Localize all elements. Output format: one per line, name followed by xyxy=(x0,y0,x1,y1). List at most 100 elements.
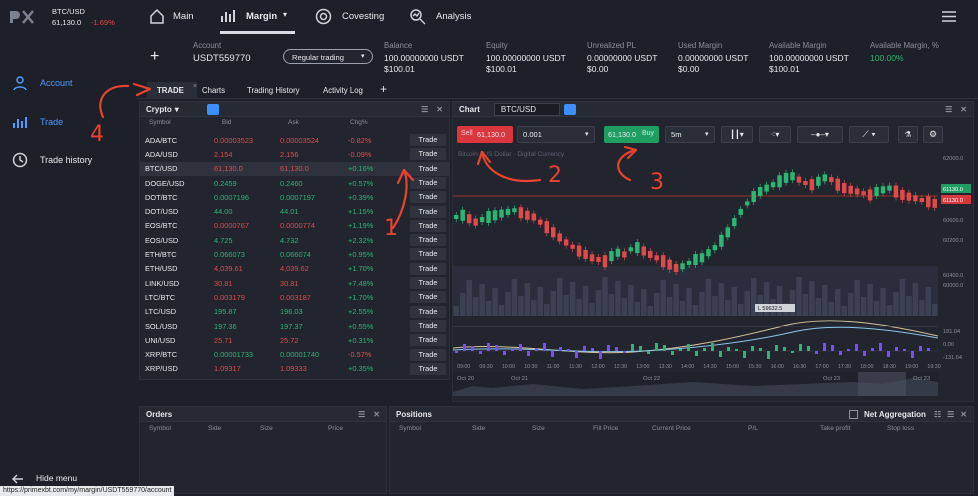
nav-analysis[interactable]: Analysis xyxy=(409,8,489,26)
nav-main[interactable]: Main xyxy=(149,8,219,26)
table-row[interactable]: ETH/USD 4,039.61 4,039.62 +1.70% Trade xyxy=(140,262,450,276)
close-icon[interactable]: ✕ xyxy=(960,409,967,419)
hamburger-menu-icon[interactable] xyxy=(942,11,956,22)
cell-ask: 44.01 xyxy=(280,207,299,217)
close-icon[interactable]: × xyxy=(193,83,198,90)
trade-button[interactable]: Trade xyxy=(410,248,446,261)
sidebar-item-account[interactable]: Account xyxy=(12,73,132,93)
trade-button[interactable]: Trade xyxy=(410,176,446,189)
trade-button[interactable]: Trade xyxy=(410,348,446,361)
trade-button[interactable]: Trade xyxy=(410,205,446,218)
logo[interactable] xyxy=(8,9,36,25)
table-row[interactable]: EOS/USD 4.725 4.732 +2.32% Trade xyxy=(140,233,450,247)
trade-button[interactable]: Trade xyxy=(410,305,446,318)
table-row[interactable]: LTC/BTC 0.003179 0.003187 +1.70% Trade xyxy=(140,290,450,304)
table-row[interactable]: XRP/BTC 0.00001733 0.00001740 -0.57% Trade xyxy=(140,348,450,362)
cell-symbol: SOL/USD xyxy=(145,321,178,331)
table-row[interactable]: DOGE/USD 0.2459 0.2460 +0.57% Trade xyxy=(140,176,450,190)
chevron-down-icon: ▾ xyxy=(361,53,365,60)
trade-button[interactable]: Trade xyxy=(410,134,446,146)
trade-button[interactable]: Trade xyxy=(410,234,446,247)
table-row[interactable]: LINK/USD 30.81 30.81 +7.48% Trade xyxy=(140,276,450,290)
table-row[interactable]: XRP/USD 1.09317 1.09333 +0.35% Trade xyxy=(140,362,450,376)
volume-bar xyxy=(906,296,912,316)
table-row[interactable]: UNI/USD 25.71 25.72 +0.31% Trade xyxy=(140,333,450,347)
net-aggregation-checkbox[interactable] xyxy=(849,409,859,419)
table-row[interactable]: ADA/BTC 0.00003523 0.00003524 -0.82% Trade xyxy=(140,133,450,147)
sell-button[interactable]: Sell 61,130.0 xyxy=(457,126,513,143)
tab-charts[interactable]: Charts xyxy=(202,86,225,95)
account-value[interactable]: USDT559770 xyxy=(193,53,251,64)
sidebar-item-trade[interactable]: Trade xyxy=(12,112,132,132)
tab-trade[interactable]: TRADE × xyxy=(147,82,197,99)
candle xyxy=(887,185,892,191)
volume-bar xyxy=(873,301,880,316)
crypto-title[interactable]: Crypto xyxy=(146,104,172,114)
account-label: Account xyxy=(193,41,222,50)
chevron-down-icon[interactable]: ▾ xyxy=(174,104,179,114)
volume-bar xyxy=(485,301,492,316)
link-icon[interactable] xyxy=(563,103,576,115)
trade-button[interactable]: Trade xyxy=(410,162,446,175)
sidebar-item-trade-history[interactable]: Trade history xyxy=(12,150,132,170)
trade-button[interactable]: Trade xyxy=(410,262,446,275)
tab-trading-history[interactable]: Trading History xyxy=(247,86,300,95)
trading-mode-select[interactable]: Regular trading ▾ xyxy=(283,49,373,64)
menu-icon[interactable]: ☰ xyxy=(358,409,366,419)
volume-bar xyxy=(556,278,563,316)
table-row[interactable]: DOT/BTC 0.0007196 0.0007197 +0.39% Trade xyxy=(140,190,450,204)
hide-menu-button[interactable]: Hide menu xyxy=(12,472,112,486)
stat-used-margin: Used Margin 0.00000000 USDT $0.00 xyxy=(678,41,748,74)
trade-button[interactable]: Trade xyxy=(410,362,446,375)
nav-active-indicator xyxy=(220,31,295,34)
filter-icon[interactable]: ☷ xyxy=(933,409,942,419)
trade-button[interactable]: Trade xyxy=(410,319,446,332)
table-row[interactable]: SOL/USD 197.36 197.37 +0.55% Trade xyxy=(140,319,450,333)
table-row[interactable]: LTC/USD 195.87 196.03 +2.55% Trade xyxy=(140,305,450,319)
flask-button[interactable]: ⚗ xyxy=(898,126,918,143)
candle-type-button[interactable]: ┃┃▾ xyxy=(721,126,753,143)
table-row[interactable]: DOT/USD 44.00 44.01 +1.15% Trade xyxy=(140,205,450,219)
chart-symbol-input[interactable]: BTC/USD xyxy=(493,102,560,116)
histogram-bar xyxy=(687,344,690,351)
volume-bar xyxy=(802,294,809,316)
menu-icon[interactable]: ☰ xyxy=(945,104,953,114)
link-icon[interactable] xyxy=(206,103,219,115)
trade-button[interactable]: Trade xyxy=(410,334,446,347)
nav-covesting-label: Covesting xyxy=(342,11,385,22)
add-account-button[interactable]: + xyxy=(150,48,160,65)
price-tag xyxy=(941,184,971,193)
settings-button[interactable]: ⚙ xyxy=(923,126,943,143)
table-row[interactable]: ETH/BTC 0.066073 0.066074 +0.95% Trade xyxy=(140,247,450,261)
trade-button[interactable]: Trade xyxy=(410,219,446,232)
tab-activity-log[interactable]: Activity Log xyxy=(323,86,363,95)
table-row[interactable]: EOS/BTC 0.0000767 0.0000774 +1.19% Trade xyxy=(140,219,450,233)
trade-button[interactable]: Trade xyxy=(410,277,446,289)
candle xyxy=(796,176,802,183)
volume-bar xyxy=(705,279,712,316)
indicators-button[interactable]: ⁖▾ xyxy=(759,126,791,143)
trend-line-button[interactable]: ⟋ ▾ xyxy=(849,126,889,143)
cell-bid: 0.003179 xyxy=(214,292,245,302)
close-icon[interactable]: ✕ xyxy=(373,409,380,419)
menu-icon[interactable]: ☰ xyxy=(421,104,429,114)
menu-icon[interactable]: ☰ xyxy=(947,409,955,419)
drawing-tools-button[interactable]: –●–▾ xyxy=(797,126,843,143)
histogram-bar xyxy=(559,347,562,351)
nav-covesting[interactable]: Covesting xyxy=(315,8,395,26)
add-tab-button[interactable]: + xyxy=(380,82,388,96)
timeframe-select[interactable]: 5m ▾ xyxy=(665,126,715,143)
price-chart[interactable]: 62000.0 61130.0 61130.0 60600.0 60200.0 60400… xyxy=(453,146,973,401)
cell-symbol: EOS/BTC xyxy=(145,221,178,231)
nav-margin[interactable]: Margin ▾ xyxy=(220,8,290,26)
table-row[interactable]: BTC/USD 61,130.0 61,130.0 +0.16% Trade xyxy=(140,161,450,176)
buy-button[interactable]: 61,130.0 Buy xyxy=(604,126,659,143)
close-icon[interactable]: ✕ xyxy=(960,104,967,114)
candle xyxy=(848,185,853,194)
trade-button[interactable]: Trade xyxy=(410,291,446,304)
quantity-input[interactable]: 0.001 ▾ xyxy=(517,126,595,143)
trade-button[interactable]: Trade xyxy=(410,148,446,161)
trade-button[interactable]: Trade xyxy=(410,191,446,204)
close-icon[interactable]: ✕ xyxy=(436,104,443,114)
table-row[interactable]: ADA/USD 2.154 2.156 -0.09% Trade xyxy=(140,147,450,161)
